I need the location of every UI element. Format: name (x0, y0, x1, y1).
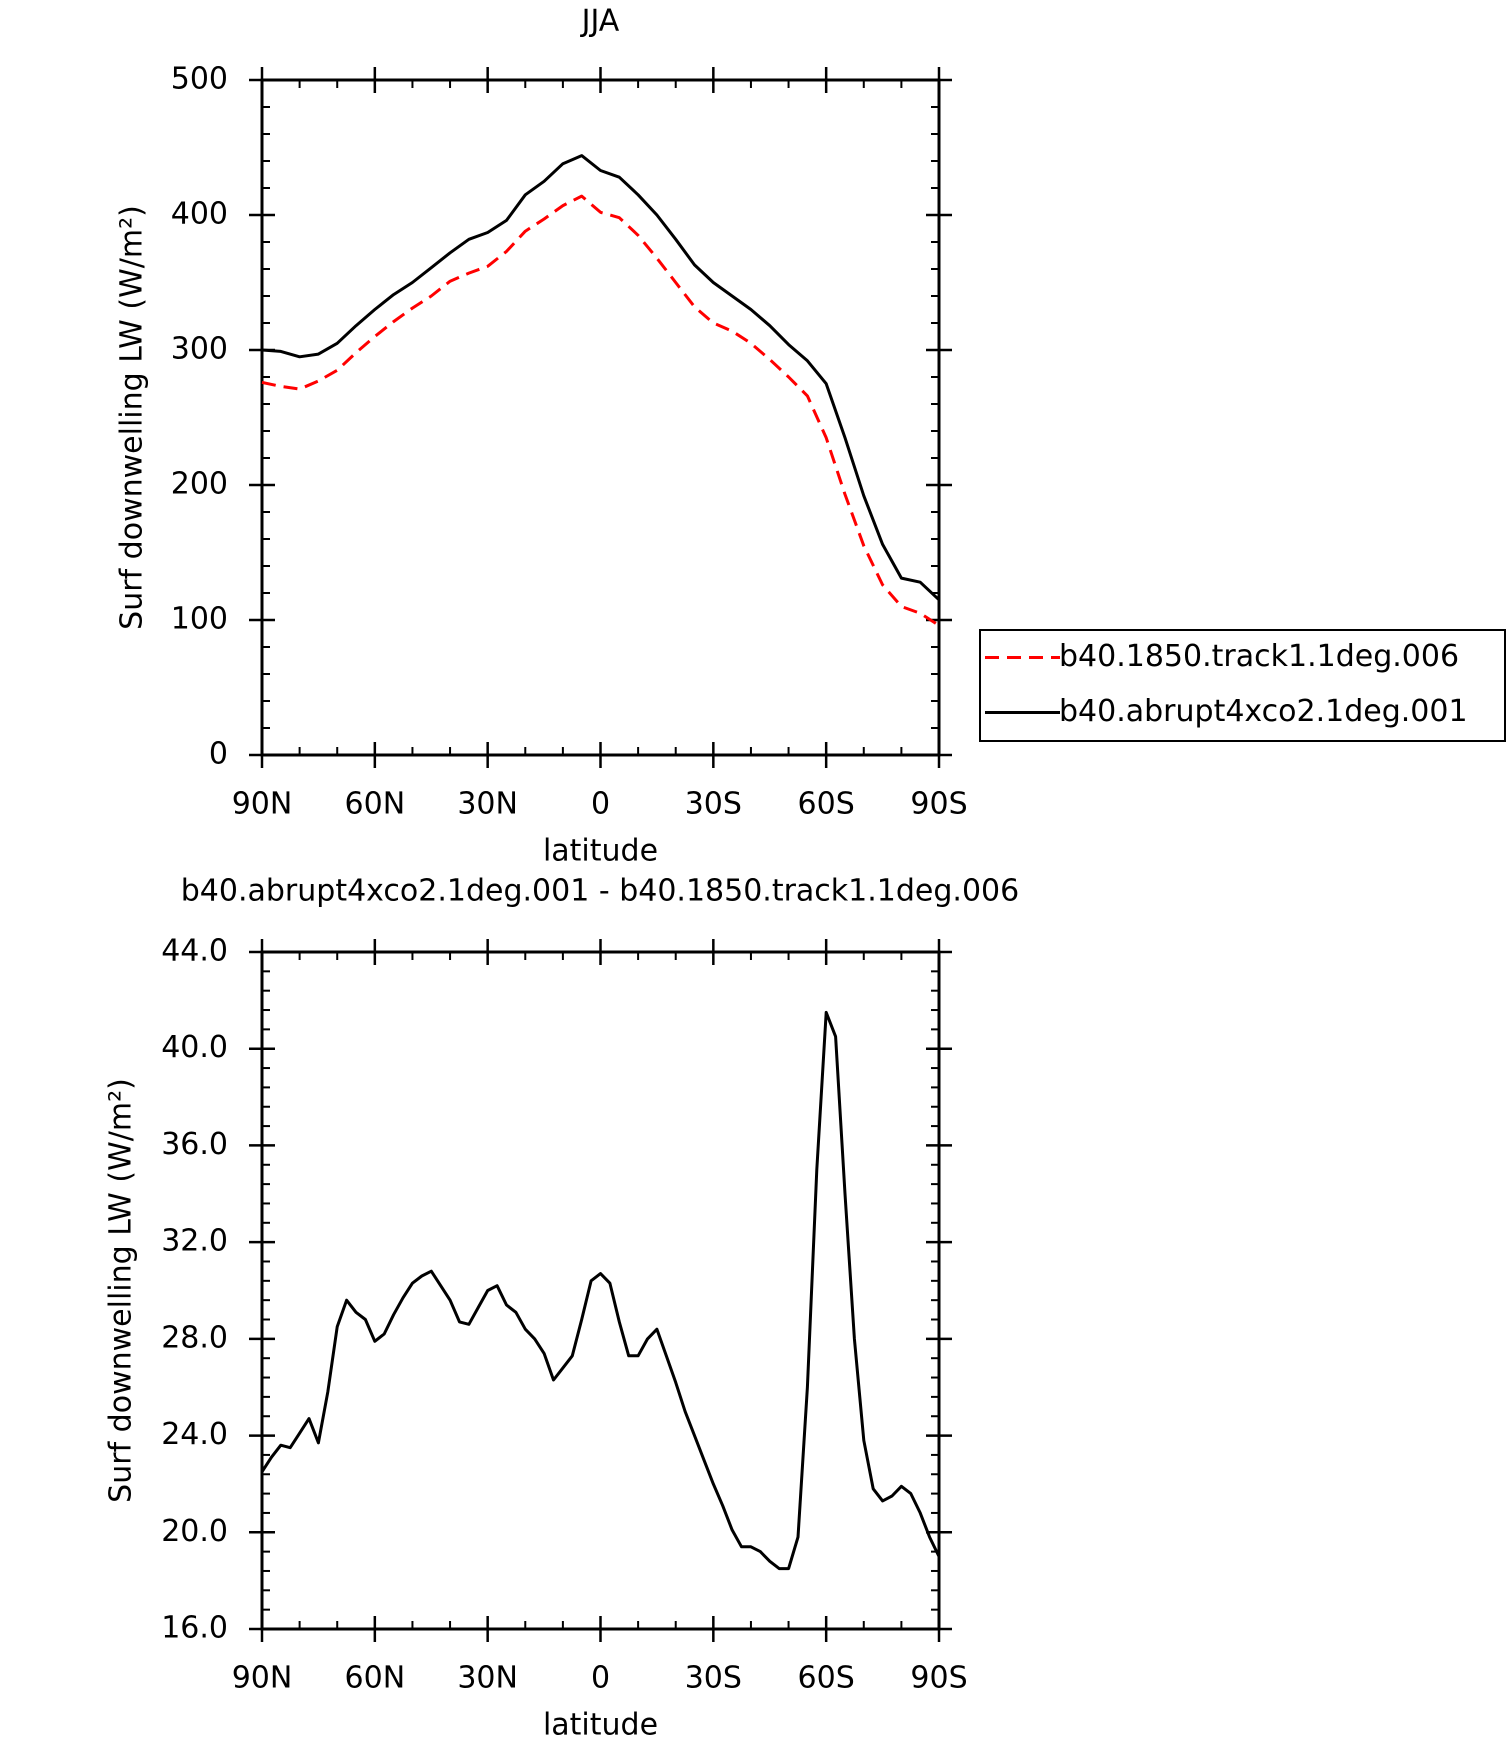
x-tick-label: 30S (685, 1661, 742, 1696)
series-line (261, 154, 941, 601)
y-tick-label: 44.0 (161, 934, 228, 969)
x-tick-label: 60S (798, 787, 855, 822)
x-axis-label: latitude (543, 1708, 658, 1743)
x-tick-label: 90S (910, 787, 967, 822)
y-tick-label: 28.0 (161, 1320, 228, 1355)
x-tick-label: 0 (591, 1661, 610, 1696)
legend-box (979, 629, 1506, 742)
y-tick-label: 100 (171, 602, 228, 637)
y-tick-label: 200 (171, 467, 228, 502)
y-tick-label: 0 (209, 737, 228, 772)
y-tick-label: 40.0 (161, 1030, 228, 1065)
y-tick-label: 400 (171, 197, 228, 232)
x-tick-label: 30S (685, 787, 742, 822)
y-tick-label: 500 (171, 62, 228, 97)
y-axis-label: Surf downwelling LW (W/m²) (104, 1078, 139, 1503)
x-tick-label: 60S (798, 1661, 855, 1696)
y-tick-label: 16.0 (161, 1611, 228, 1646)
series-line (260, 1010, 941, 1571)
y-tick-label: 20.0 (161, 1514, 228, 1549)
x-axis-label: latitude (543, 834, 658, 869)
y-tick-label: 32.0 (161, 1224, 228, 1259)
x-tick-label: 90N (232, 1661, 293, 1696)
x-tick-label: 0 (591, 787, 610, 822)
x-tick-label: 90S (910, 1661, 967, 1696)
y-tick-label: 300 (171, 332, 228, 367)
legend-label: b40.abrupt4xco2.1deg.001 (1059, 694, 1468, 729)
y-tick-label: 36.0 (161, 1127, 228, 1162)
x-tick-label: 30N (457, 787, 518, 822)
legend-label: b40.1850.track1.1deg.006 (1059, 639, 1459, 674)
chart-title: b40.abrupt4xco2.1deg.001 - b40.1850.trac… (181, 874, 1019, 909)
y-tick-label: 24.0 (161, 1417, 228, 1452)
x-tick-label: 30N (457, 1661, 518, 1696)
y-axis-label: Surf downwelling LW (W/m²) (115, 205, 150, 630)
x-tick-label: 60N (345, 787, 406, 822)
chart-title: JJA (580, 4, 620, 39)
x-tick-label: 90N (232, 787, 293, 822)
x-tick-label: 60N (345, 1661, 406, 1696)
series-line (261, 194, 940, 627)
